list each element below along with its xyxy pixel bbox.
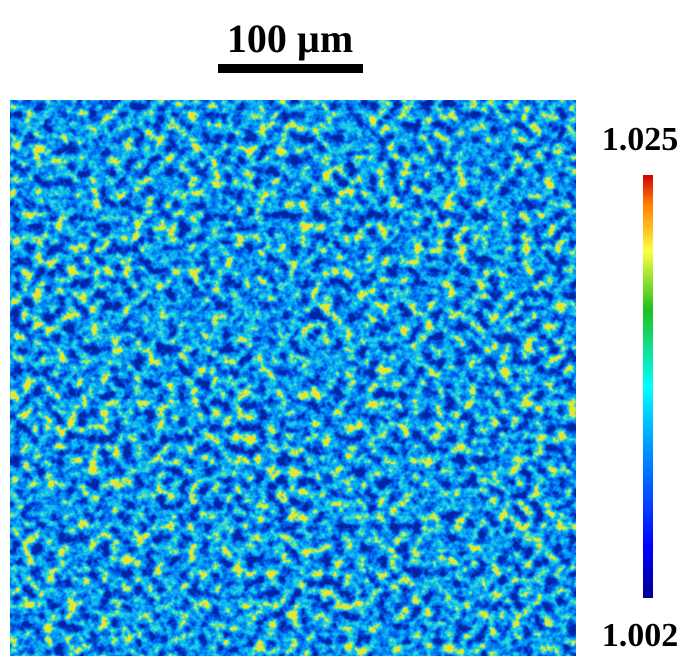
colorbar — [643, 175, 653, 598]
colorbar-max-label: 1.025 — [602, 121, 679, 158]
field-texture — [10, 100, 576, 656]
colorbar-min-label: 1.002 — [602, 617, 679, 654]
scale-bar — [218, 64, 363, 73]
scale-bar-label: 100 µm — [227, 16, 353, 61]
